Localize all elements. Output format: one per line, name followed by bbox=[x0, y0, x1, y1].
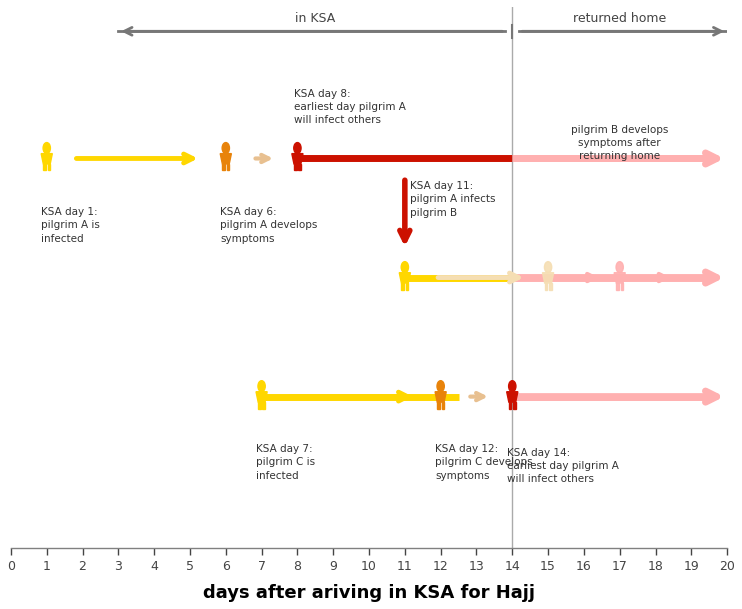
Polygon shape bbox=[298, 164, 301, 171]
Text: pilgrim B develops
symptoms after
returning home: pilgrim B develops symptoms after return… bbox=[571, 125, 669, 161]
Circle shape bbox=[508, 381, 516, 392]
Polygon shape bbox=[435, 392, 446, 402]
Polygon shape bbox=[47, 164, 50, 171]
Polygon shape bbox=[620, 283, 623, 289]
Polygon shape bbox=[509, 402, 511, 409]
Polygon shape bbox=[256, 392, 267, 402]
Circle shape bbox=[294, 143, 301, 153]
Text: KSA day 14:
earliest day pilgrim A
will infect others: KSA day 14: earliest day pilgrim A will … bbox=[507, 448, 619, 484]
Polygon shape bbox=[614, 273, 626, 283]
Polygon shape bbox=[41, 153, 53, 164]
Text: KSA day 6:
pilgrim A develops
symptoms: KSA day 6: pilgrim A develops symptoms bbox=[220, 207, 318, 244]
Polygon shape bbox=[617, 283, 619, 289]
Circle shape bbox=[43, 143, 50, 153]
Text: KSA day 11:
pilgrim A infects
pilgrim B: KSA day 11: pilgrim A infects pilgrim B bbox=[410, 181, 496, 217]
Polygon shape bbox=[258, 402, 260, 409]
Polygon shape bbox=[226, 164, 229, 171]
Polygon shape bbox=[507, 392, 518, 402]
Polygon shape bbox=[43, 164, 46, 171]
Polygon shape bbox=[441, 402, 444, 409]
Polygon shape bbox=[294, 164, 297, 171]
Text: KSA day 1:
pilgrim A is
infected: KSA day 1: pilgrim A is infected bbox=[42, 207, 100, 244]
X-axis label: days after ariving in KSA for Hajj: days after ariving in KSA for Hajj bbox=[203, 584, 535, 602]
Circle shape bbox=[437, 381, 444, 392]
Circle shape bbox=[401, 262, 409, 273]
Polygon shape bbox=[406, 283, 408, 289]
Polygon shape bbox=[545, 283, 547, 289]
Polygon shape bbox=[542, 273, 554, 283]
Polygon shape bbox=[437, 402, 440, 409]
Circle shape bbox=[222, 143, 229, 153]
Text: in KSA: in KSA bbox=[295, 12, 335, 25]
Text: KSA day 12:
pilgrim C develops
symptoms: KSA day 12: pilgrim C develops symptoms bbox=[436, 444, 533, 481]
Polygon shape bbox=[513, 402, 516, 409]
Polygon shape bbox=[399, 273, 410, 283]
Text: KSA day 8:
earliest day pilgrim A
will infect others: KSA day 8: earliest day pilgrim A will i… bbox=[294, 88, 406, 125]
Circle shape bbox=[545, 262, 552, 273]
Polygon shape bbox=[549, 283, 551, 289]
Polygon shape bbox=[401, 283, 404, 289]
Circle shape bbox=[258, 381, 265, 392]
Text: returned home: returned home bbox=[573, 12, 666, 25]
Polygon shape bbox=[223, 164, 225, 171]
Text: KSA day 7:
pilgrim C is
infected: KSA day 7: pilgrim C is infected bbox=[256, 444, 315, 481]
Polygon shape bbox=[263, 402, 265, 409]
Polygon shape bbox=[220, 153, 232, 164]
Circle shape bbox=[616, 262, 623, 273]
Polygon shape bbox=[292, 153, 303, 164]
